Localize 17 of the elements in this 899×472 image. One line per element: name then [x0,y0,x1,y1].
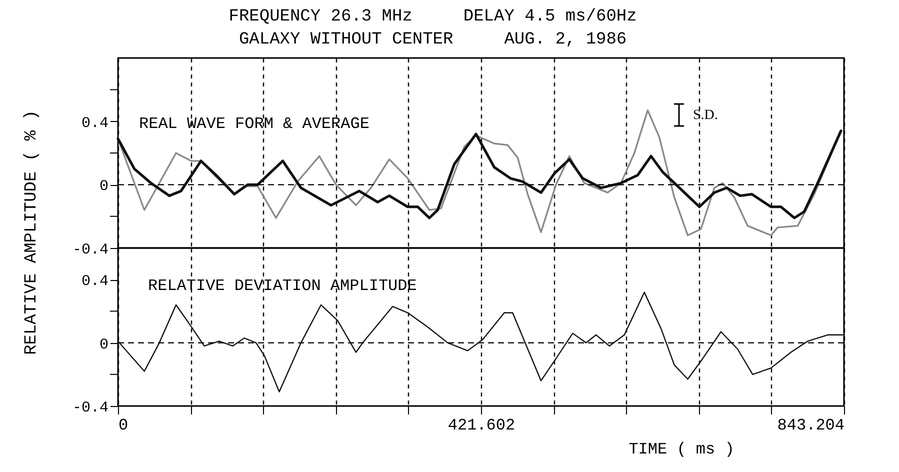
line-series [116,130,842,220]
annotation: REAL WAVE FORM & AVERAGE [139,115,370,133]
x-tick-label: 0 [118,416,128,434]
y-tick-label: 0.4 [81,273,108,290]
y-tick-label: -0.4 [72,400,108,416]
y-axis-title: RELATIVE AMPLITUDE ( % ) [22,110,42,355]
y-tick-label: 0 [99,178,108,196]
chart-title: FREQUENCY 26.3 MHz DELAY 4.5 ms/60Hz [228,7,637,26]
line-series [117,292,844,392]
chart-subtitle: GALAXY WITHOUT CENTER AUG. 2, 1986 [238,30,627,50]
x-tick-label: 421.602 [448,416,516,434]
x-axis-title: TIME ( ms ) [628,440,734,458]
x-tick-label: 843.204 [777,416,844,434]
y-tick-label: 0.4 [81,114,108,132]
y-tick-label: 0 [99,336,108,354]
annotation: RELATIVE DEVIATION AMPLITUDE [148,277,417,295]
y-tick-label: -0.4 [72,242,108,258]
